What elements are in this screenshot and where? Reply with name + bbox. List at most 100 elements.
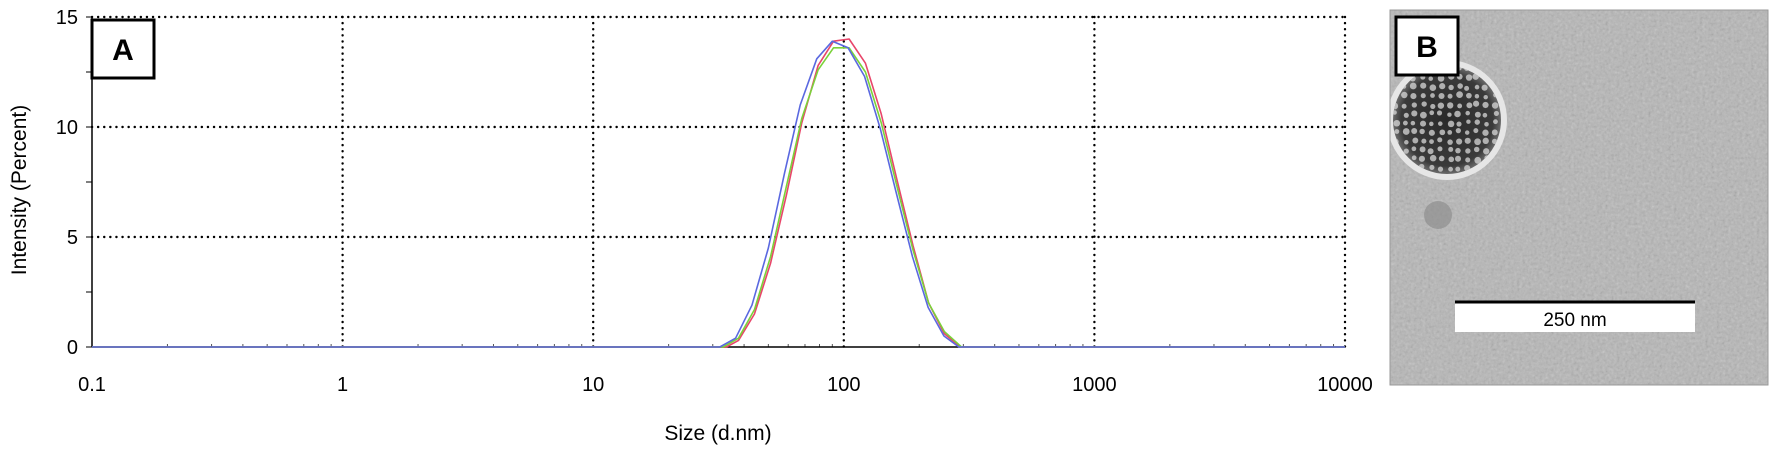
particle-pore <box>1421 138 1427 144</box>
particle-pore <box>1464 137 1471 144</box>
particle-pore <box>1429 121 1434 127</box>
particle-pore <box>1419 128 1425 135</box>
particle-pore <box>1447 139 1453 145</box>
particle-pore <box>1482 129 1489 136</box>
particle-pore <box>1439 129 1446 136</box>
series-line-1 <box>92 38 1345 348</box>
particle-pore <box>1474 119 1480 125</box>
particle-pore <box>1473 146 1480 153</box>
particle-pore <box>1402 128 1410 135</box>
x-tick-label: 10000 <box>1317 374 1373 396</box>
particle-pore <box>1411 146 1417 152</box>
series-line-3 <box>92 40 1345 348</box>
particle-pore <box>1465 110 1470 116</box>
particle-pore <box>1447 120 1455 128</box>
particle-pore <box>1437 102 1445 109</box>
particle-pore <box>1448 146 1454 152</box>
particle-pore <box>1427 148 1434 155</box>
particle-pore <box>1418 155 1425 162</box>
particle-pore <box>1448 156 1455 163</box>
particle-pore <box>1437 75 1445 82</box>
dls-plot-panel: 0.1 1 10 100 1000 10000 0 5 10 15 Size (d.nm) In… <box>8 7 1373 445</box>
particle-pore <box>1437 137 1443 143</box>
particle-pore <box>1411 102 1417 108</box>
particle-pore <box>1484 121 1489 127</box>
particle-pore <box>1455 147 1461 154</box>
particle-pore <box>1482 137 1489 144</box>
particle-pore <box>1411 128 1418 135</box>
particle-pore <box>1491 102 1499 109</box>
particle-pore <box>1411 155 1417 161</box>
x-tick-labels: 0.1 1 10 100 1000 10000 <box>78 374 1373 396</box>
particle-pore <box>1481 84 1488 91</box>
grid-lines <box>90 15 1347 349</box>
x-tick-label: 0.1 <box>78 374 106 396</box>
y-axis-title: Intensity (Percent) <box>8 105 31 275</box>
particle-pore <box>1437 166 1444 172</box>
particle-pore <box>1456 138 1463 145</box>
particle-pore <box>1456 91 1463 99</box>
dark-spot <box>1424 201 1452 229</box>
particle-pore <box>1472 100 1480 107</box>
particle-pore <box>1454 110 1461 118</box>
panel-label-a: A <box>90 18 156 80</box>
particle-pore <box>1447 93 1453 99</box>
particle-pore <box>1457 83 1463 89</box>
particle-pore <box>1428 129 1435 136</box>
particle-pore <box>1429 110 1435 116</box>
particle-pore <box>1429 164 1435 170</box>
particle-pore <box>1483 148 1490 155</box>
particle-pore <box>1454 155 1462 162</box>
particle-pore <box>1428 76 1433 81</box>
particle-pore <box>1411 110 1418 117</box>
particle-pore <box>1474 111 1481 118</box>
particle-pore <box>1493 119 1498 125</box>
particle-pore <box>1456 121 1462 127</box>
x-axis-title: Size (d.nm) <box>664 422 771 445</box>
tem-frame <box>1389 9 1769 386</box>
y-tick-labels: 0 5 10 15 <box>56 7 78 359</box>
particle-pore <box>1437 121 1443 126</box>
particle-pore <box>1437 146 1443 152</box>
particle-pore <box>1409 82 1417 90</box>
particle-pore <box>1420 111 1427 119</box>
particle-pore <box>1465 148 1471 154</box>
particle-pore <box>1410 120 1416 126</box>
scale-bar: 250 nm <box>1455 300 1695 332</box>
particle-pore <box>1447 102 1454 109</box>
scale-bar-label: 250 nm <box>1543 310 1606 331</box>
y-tick-label: 15 <box>56 7 78 29</box>
particle-pore <box>1466 119 1471 124</box>
y-tick-label: 10 <box>56 117 78 139</box>
panel-label-b: B <box>1394 15 1460 77</box>
particle-pore <box>1466 92 1472 99</box>
particle-pore <box>1420 93 1426 99</box>
particle-pore <box>1465 157 1471 163</box>
particle-pore <box>1394 129 1400 134</box>
series-group <box>92 38 1345 348</box>
particle-pore <box>1455 127 1461 134</box>
svg-text:B: B <box>1416 31 1438 64</box>
particle-pore <box>1430 93 1435 98</box>
particle-pore <box>1403 112 1409 118</box>
particle-pore <box>1402 120 1408 126</box>
particle-pore <box>1430 103 1436 110</box>
particle-pore <box>1457 103 1463 109</box>
particle-pore <box>1403 148 1409 154</box>
x-tick-label: 1000 <box>1072 374 1117 396</box>
particle-pore <box>1447 130 1453 135</box>
particle-pore <box>1438 92 1445 100</box>
particle-pore <box>1412 137 1419 144</box>
particle-pore <box>1491 138 1498 144</box>
particle-pore <box>1429 154 1437 162</box>
particle-pore <box>1439 83 1446 90</box>
particle-pore <box>1474 156 1482 164</box>
particle-pore <box>1455 166 1461 172</box>
particle-pore <box>1420 120 1427 127</box>
particle <box>1393 66 1501 174</box>
particle-pore <box>1447 112 1452 117</box>
particle-pore <box>1393 119 1401 127</box>
particle-pore <box>1404 140 1409 145</box>
particle-pore <box>1438 155 1445 162</box>
